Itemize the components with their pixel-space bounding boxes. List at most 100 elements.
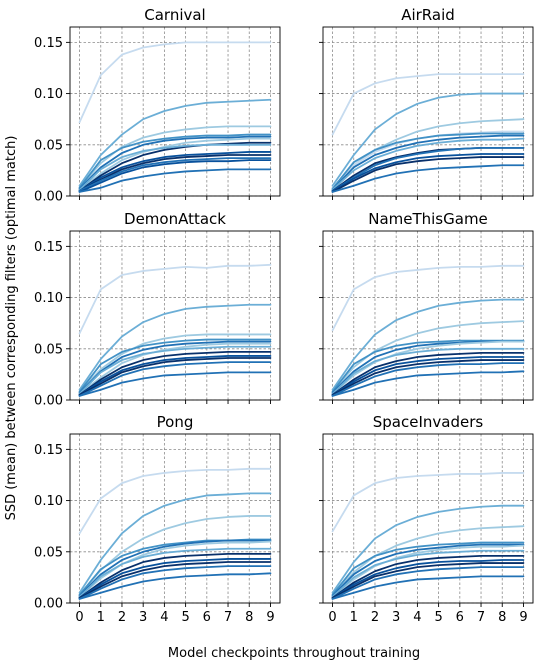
series-line-7 [78, 141, 272, 192]
series-line-6 [331, 340, 525, 395]
series-line-9 [78, 558, 272, 599]
x-tick-label-9: 9 [266, 610, 274, 625]
chart-panel-3: 0.00 0.05 0.10 0.15 DemonAttack [34, 210, 281, 409]
series-line-11 [331, 566, 525, 600]
series-line-9 [78, 355, 272, 396]
plot-frame [69, 433, 281, 604]
series-line-2 [331, 92, 525, 187]
x-tick-label-5: 5 [181, 610, 189, 625]
series-line-1 [331, 472, 525, 533]
series-line-9 [78, 151, 272, 192]
x-tick-label-4: 4 [160, 610, 168, 625]
x-tick-label-0: 0 [75, 610, 83, 625]
series-line-5 [78, 340, 272, 394]
y-tick-label-3: 0.15 [34, 443, 63, 458]
series-line-12 [331, 370, 525, 397]
series-line-4 [78, 133, 272, 189]
chart-panel-6: 0 1 2 3 4 5 6 7 8 9 SpaceInvaders [319, 413, 534, 625]
series-line-5 [78, 539, 272, 597]
series-line-8 [78, 143, 272, 191]
series-line-6 [331, 134, 525, 191]
series-line-4 [331, 541, 525, 596]
series-line-1 [78, 467, 272, 535]
series-line-3 [78, 515, 272, 596]
y-tick-label-0: 0.00 [34, 394, 63, 409]
chart-title: Pong [157, 413, 194, 431]
series-line-10 [78, 561, 272, 599]
panels: 0.00 0.05 0.10 0.15 Carnival AirRaid 0.00 0.05 0… [34, 6, 534, 625]
series-line-10 [331, 153, 525, 192]
plot-frame [69, 26, 281, 197]
y-tick-label-2: 0.10 [34, 87, 63, 102]
series-line-8 [78, 552, 272, 599]
chart-panel-2: AirRaid [319, 6, 534, 200]
series-line-7 [331, 137, 525, 191]
x-axis-label: Model checkpoints throughout training [168, 646, 420, 661]
series-line-4 [331, 339, 525, 393]
y-tick-label-1: 0.05 [34, 342, 63, 357]
x-tick-label-2: 2 [371, 610, 379, 625]
series-line-6 [331, 544, 525, 598]
series-line-9 [331, 559, 525, 599]
series-line-12 [331, 575, 525, 600]
series-line-12 [78, 572, 272, 600]
series-line-1 [78, 263, 272, 335]
series-line-9 [331, 356, 525, 396]
x-tick-label-2: 2 [118, 610, 126, 625]
series-line-10 [78, 357, 272, 396]
series-line-5 [331, 132, 525, 190]
plot-area [70, 27, 280, 196]
y-tick-label-2: 0.10 [34, 291, 63, 306]
series-line-5 [331, 543, 525, 597]
series-line-1 [331, 264, 525, 332]
chart-title: Carnival [144, 6, 205, 24]
series-line-7 [78, 547, 272, 598]
series-line-13 [78, 168, 272, 193]
series-line-11 [78, 361, 272, 397]
series-line-8 [331, 554, 525, 599]
series-line-12 [78, 159, 272, 193]
x-tick-label-1: 1 [350, 610, 358, 625]
series-line-10 [78, 154, 272, 192]
series-line-3 [331, 525, 525, 596]
y-tick-label-3: 0.15 [34, 36, 63, 51]
series-line-2 [78, 98, 272, 187]
x-tick-label-6: 6 [203, 610, 211, 625]
y-tick-label-1: 0.05 [34, 138, 63, 153]
series-line-1 [331, 73, 525, 136]
series-line-10 [331, 359, 525, 396]
y-tick-label-2: 0.10 [34, 494, 63, 509]
x-tick-label-7: 7 [224, 610, 232, 625]
y-tick-label-0: 0.00 [34, 597, 63, 612]
chart-panel-4: NameThisGame [319, 210, 534, 404]
chart-title: NameThisGame [368, 210, 488, 228]
series-line-3 [78, 333, 272, 393]
y-tick-label-3: 0.15 [34, 240, 63, 255]
y-tick-label-0: 0.00 [34, 190, 63, 205]
chart-title: SpaceInvaders [373, 413, 484, 431]
series-line-12 [78, 371, 272, 397]
plot-frame [322, 26, 534, 197]
series-line-1 [78, 41, 272, 124]
x-tick-label-5: 5 [434, 610, 442, 625]
x-tick-label-8: 8 [245, 610, 253, 625]
plot-frame [69, 230, 281, 401]
series-line-9 [331, 146, 525, 192]
chart-title: AirRaid [401, 6, 455, 24]
series-line-8 [331, 351, 525, 396]
x-tick-label-1: 1 [97, 610, 105, 625]
x-tick-label-0: 0 [328, 610, 336, 625]
series-line-7 [78, 345, 272, 395]
series-line-12 [331, 164, 525, 193]
x-tick-label-7: 7 [477, 610, 485, 625]
series-line-2 [331, 298, 525, 391]
plot-frame [322, 230, 534, 401]
series-line-5 [78, 135, 272, 190]
series-line-2 [78, 303, 272, 391]
series-line-11 [78, 565, 272, 600]
x-tick-label-9: 9 [519, 610, 527, 625]
series-line-11 [78, 157, 272, 192]
series-line-2 [331, 504, 525, 594]
x-tick-label-3: 3 [392, 610, 400, 625]
